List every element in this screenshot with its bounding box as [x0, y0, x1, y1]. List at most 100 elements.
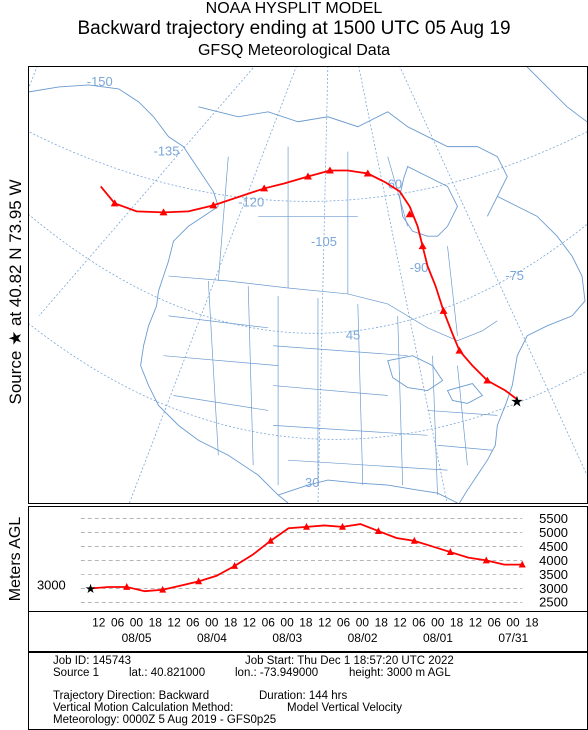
- height-profile-marker: [482, 556, 490, 564]
- time-hour-label: 00: [130, 616, 144, 630]
- map-graticule: [29, 67, 587, 503]
- time-hour-label: 06: [337, 616, 351, 630]
- agl-tick-label: 5000: [539, 525, 568, 540]
- height-profile-marker: [446, 548, 454, 555]
- lon-label-120: -120: [238, 194, 264, 209]
- time-hour-label: 18: [375, 616, 389, 630]
- lon-line-135: [38, 67, 255, 317]
- time-hour-label: 06: [111, 616, 125, 630]
- agl-gridlines: [80, 518, 523, 603]
- time-date-label: 08/04: [197, 631, 227, 645]
- map-borders: [163, 146, 498, 496]
- time-date-label: 07/31: [498, 631, 528, 645]
- greenland-coast: [526, 67, 587, 123]
- trajectory-marker: [304, 172, 312, 180]
- agl-start-label: 3000: [37, 578, 66, 593]
- agl-tick-label: 3500: [539, 567, 568, 582]
- height-profile-marker: [267, 536, 275, 544]
- trajectory-markers: [110, 166, 492, 384]
- lat-label-60: 60: [388, 176, 402, 191]
- state-lines-west: [163, 280, 279, 466]
- height-profile-chart: 5500 5000 4500 4000 3500 3000 2500 3000 ★: [28, 506, 588, 612]
- agl-axis-title: Meters AGL: [7, 517, 24, 602]
- agl-source-star-icon: ★: [85, 582, 97, 597]
- height-profile-marker: [374, 527, 382, 534]
- agl-tick-label: 5500: [539, 511, 568, 526]
- time-hour-label: 18: [299, 616, 313, 630]
- time-date-label: 08/03: [272, 631, 302, 645]
- time-date-label: 08/02: [348, 631, 378, 645]
- source-star-icon: ★: [510, 392, 523, 410]
- job-info-panel: Job ID: 145743 Job Start: Thu Dec 1 18:5…: [28, 652, 588, 730]
- canada-province-lines: [217, 146, 458, 336]
- source-id: Source 1: [53, 667, 100, 679]
- time-hour-label: 18: [224, 616, 238, 630]
- trajectory-marker: [455, 346, 464, 354]
- lat-label-30: 30: [305, 475, 319, 490]
- gulf-coast: [277, 479, 458, 503]
- trajectory-marker: [363, 169, 372, 177]
- alaska-coast: [29, 84, 219, 207]
- lon-label-105: -105: [311, 234, 337, 249]
- time-date-label: 08/05: [122, 631, 152, 645]
- lat-line-60: [29, 131, 587, 202]
- time-hour-labels: 12 06 00 18 12 06 00 18 12 06 00 18 12 06 00 18 12 06 00 18…: [92, 616, 539, 630]
- lon-line-105: [317, 67, 329, 503]
- height-profile-marker: [123, 583, 131, 590]
- time-hour-label: 06: [186, 616, 200, 630]
- time-hour-label: 12: [469, 616, 482, 630]
- map-coastlines: [29, 67, 587, 503]
- state-lines-east: [397, 315, 498, 496]
- lat-line-30: [29, 323, 587, 440]
- time-hour-label: 00: [356, 616, 370, 630]
- agl-tick-label: 4000: [539, 553, 568, 568]
- trajectory-marker: [209, 201, 218, 209]
- time-hour-label: 12: [318, 616, 331, 630]
- vertical-method-label: Vertical Motion Calculation Method:: [53, 702, 234, 714]
- title-line-1: NOAA HYSPLIT MODEL: [205, 0, 383, 17]
- agl-axis-label: Meters AGL: [0, 506, 28, 612]
- height-profile-marker: [518, 560, 526, 568]
- trajectory-direction: Trajectory Direction: Backward: [53, 690, 210, 702]
- time-date-label: 08/01: [423, 631, 453, 645]
- trajectory-marker: [483, 376, 492, 384]
- lat-line-45: [29, 214, 587, 334]
- great-lakes: [387, 355, 484, 404]
- time-hour-label: 12: [167, 616, 180, 630]
- time-hour-label: 06: [488, 616, 502, 630]
- canada-us-border: [168, 275, 498, 342]
- lon-label-90: -90: [410, 260, 429, 275]
- lon-line-90: [358, 67, 448, 503]
- title-line-2: Backward trajectory ending at 1500 UTC 0…: [77, 18, 511, 39]
- meteorology-info: Meteorology: 0000Z 5 Aug 2019 - GFS0p25: [53, 714, 277, 726]
- height-profile-marker: [159, 585, 167, 593]
- trajectory-marker: [405, 210, 414, 218]
- height-profile-markers: [123, 522, 526, 593]
- trajectory-marker: [325, 166, 334, 174]
- time-hour-label: 00: [205, 616, 219, 630]
- vertical-method-value: Model Vertical Velocity: [287, 702, 403, 714]
- map-grid-labels: -150 -135 -120 -105 -90 -75 60 45 30: [87, 74, 524, 490]
- trajectory-marker: [418, 242, 427, 250]
- hudson-bay: [399, 165, 458, 237]
- agl-tick-label: 4500: [539, 539, 568, 554]
- source-location-label: Source ★ at 40.82 N 73.95 W: [2, 80, 28, 504]
- job-start: Job Start: Thu Dec 1 18:57:20 UTC 2022: [245, 655, 454, 667]
- height-profile-marker: [338, 522, 346, 530]
- height-profile-marker: [303, 522, 310, 530]
- lon-label-75: -75: [505, 268, 524, 283]
- east-coast: [459, 385, 513, 503]
- time-hour-label: 12: [393, 616, 406, 630]
- lon-label-135: -135: [154, 144, 180, 159]
- time-hour-label: 00: [280, 616, 294, 630]
- source-location-text: Source ★ at 40.82 N 73.95 W: [6, 179, 25, 404]
- trajectory-duration: Duration: 144 hrs: [259, 690, 348, 702]
- trajectory-map: -150 -135 -120 -105 -90 -75 60 45 30 ★: [28, 66, 588, 504]
- time-axis: 12 06 00 18 12 06 00 18 12 06 00 18 12 06 00 18 12 06 00 18…: [28, 612, 588, 652]
- time-hour-label: 12: [92, 616, 105, 630]
- lat-label-45: 45: [346, 328, 360, 343]
- agl-tick-label: 2500: [539, 595, 568, 610]
- trajectory-marker: [439, 306, 448, 314]
- time-hour-label: 18: [525, 616, 539, 630]
